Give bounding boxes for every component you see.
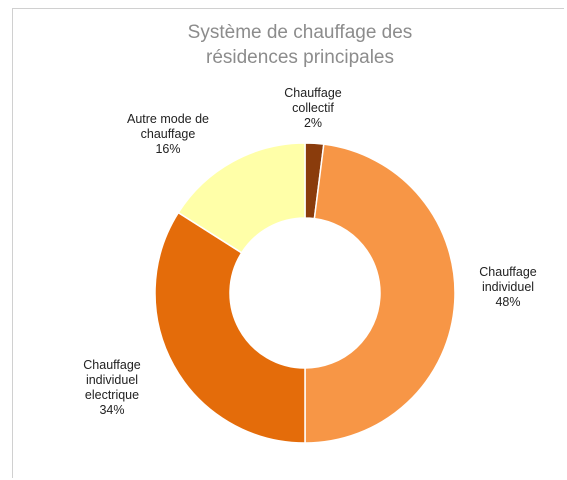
value-label: 34% xyxy=(99,403,125,417)
category-label: Chauffage individuel xyxy=(479,265,537,294)
category-label: Autre mode de chauffage xyxy=(127,112,209,141)
donut-slice xyxy=(304,143,456,444)
category-label: Chauffage individuel electrique xyxy=(83,358,141,402)
chart-frame xyxy=(12,8,564,478)
donut-slice xyxy=(154,211,306,444)
chart-title: Système de chauffage des résidences prin… xyxy=(187,22,413,68)
slice-label: Chauffage collectif 2% xyxy=(268,86,358,131)
value-label: 48% xyxy=(495,295,521,309)
slice-label: Autre mode de chauffage 16% xyxy=(118,112,218,157)
category-label: Chauffage collectif xyxy=(284,86,342,115)
slice-label: Chauffage individuel 48% xyxy=(463,265,553,310)
value-label: 2% xyxy=(303,116,323,130)
value-label: 16% xyxy=(155,142,181,156)
slice-label: Chauffage individuel electrique 34% xyxy=(62,358,162,418)
donut-slice xyxy=(177,142,306,254)
